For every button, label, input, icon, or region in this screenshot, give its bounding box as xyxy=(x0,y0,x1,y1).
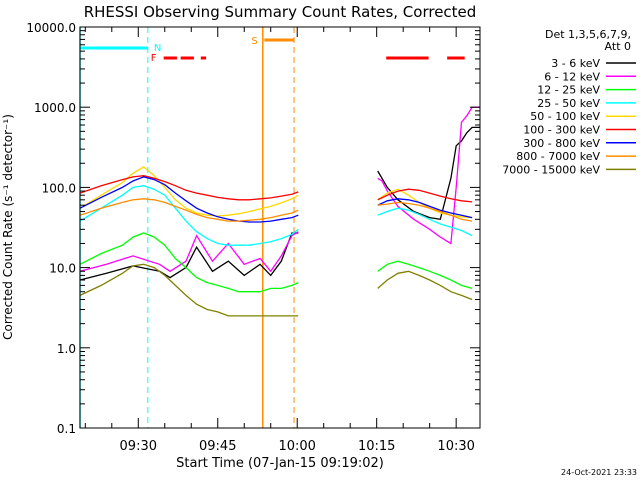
flag-layer: NF S xyxy=(80,36,465,64)
series-line-2 xyxy=(377,260,473,290)
series-line-8 xyxy=(79,263,299,317)
night-flag-label: N xyxy=(154,43,161,54)
series-line-3 xyxy=(79,185,299,246)
series-line-1 xyxy=(79,231,299,273)
legend-label: 100 - 300 keV xyxy=(523,124,600,137)
series-line-2 xyxy=(79,232,299,293)
y-tick-label: 0.1 xyxy=(57,422,76,436)
series-line-1 xyxy=(377,106,480,245)
x-tick-label: 10:30 xyxy=(437,439,474,454)
y-tick-label: 1.0 xyxy=(57,342,76,356)
legend-label: 800 - 7000 keV xyxy=(516,150,600,163)
series-line-7 xyxy=(79,198,299,222)
series-line-0 xyxy=(377,126,480,221)
series-line-4 xyxy=(79,166,299,217)
x-tick-label: 09:30 xyxy=(120,439,157,454)
series-line-6 xyxy=(79,176,299,223)
saa-flag-label: S xyxy=(251,36,257,47)
y-axis-label: Corrected Count Rate (s⁻¹ detector⁻¹) xyxy=(1,114,15,340)
series-line-5 xyxy=(377,188,473,203)
timestamp: 24-Oct-2021 23:33 xyxy=(561,468,637,477)
x-axis-label: Start Time (07-Jan-15 09:19:02) xyxy=(176,456,384,471)
legend-label: 50 - 100 keV xyxy=(530,110,600,123)
legend-label: 25 - 50 keV xyxy=(537,97,600,110)
series-line-7 xyxy=(377,201,473,222)
y-tick-label: 10.0 xyxy=(49,262,76,276)
series-line-3 xyxy=(377,207,473,237)
legend-header: Att 0 xyxy=(605,40,631,53)
y-tick-label: 100.0 xyxy=(42,181,76,195)
series-line-0 xyxy=(79,232,299,281)
series-line-6 xyxy=(377,198,473,219)
legend-label: 7000 - 15000 keV xyxy=(502,163,600,176)
axes-layer: 0.1 1.0 10.0 100.0 1000.0 10000.0 09:30 09:45 10… xyxy=(26,21,480,454)
x-tick-label: 10:00 xyxy=(278,439,315,454)
y-tick-label: 1000.0 xyxy=(34,101,76,115)
legend-label: 300 - 800 keV xyxy=(523,137,600,150)
plot-frame xyxy=(79,26,481,429)
x-tick-label: 09:45 xyxy=(199,439,236,454)
chart-title: RHESSI Observing Summary Count Rates, Co… xyxy=(84,3,477,21)
series-line-4 xyxy=(377,188,473,219)
series-line-5 xyxy=(79,175,299,201)
legend-label: 12 - 25 keV xyxy=(537,84,600,97)
legend-label: 3 - 6 keV xyxy=(551,57,600,70)
x-tick-label: 10:15 xyxy=(358,439,395,454)
series-line-8 xyxy=(377,270,473,301)
series-layer xyxy=(79,106,480,317)
legend-header: Det 1,3,5,6,7,9, xyxy=(545,28,631,41)
legend-label: 6 - 12 keV xyxy=(544,70,600,83)
y-tick-label: 10000.0 xyxy=(26,21,76,35)
flare-flag-label: F xyxy=(151,53,157,64)
